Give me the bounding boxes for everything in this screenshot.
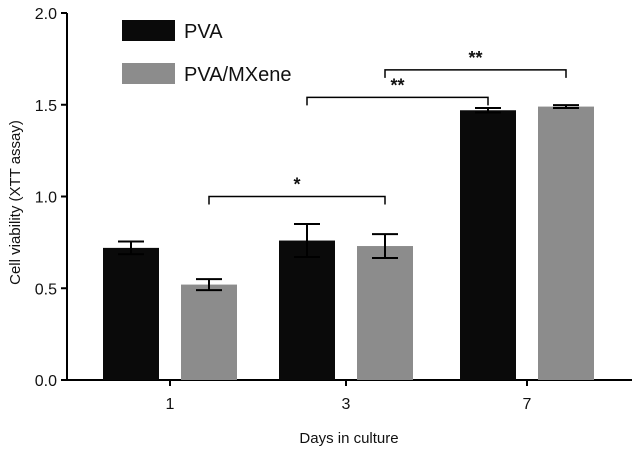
bar-pva-mxene	[181, 284, 237, 380]
bar-pva	[460, 110, 516, 380]
y-tick-label: 0.0	[35, 373, 57, 390]
bar-pva	[279, 240, 335, 380]
y-tick-label: 2.0	[35, 6, 57, 23]
y-tick-label: 1.0	[35, 190, 57, 207]
y-tick-label: 0.5	[35, 281, 57, 298]
x-tick-label: 7	[523, 396, 532, 413]
legend-label: PVA	[184, 21, 223, 43]
legend: PVA PVA/MXene	[122, 20, 291, 86]
x-tick-label: 1	[166, 396, 175, 413]
x-axis-title: Days in culture	[299, 430, 398, 447]
significance-bracket	[384, 69, 567, 78]
bars-group	[103, 106, 594, 381]
x-tick-label: 3	[342, 396, 351, 413]
significance-label: *	[293, 175, 300, 195]
error-bar	[475, 107, 501, 114]
significance-bracket	[306, 96, 489, 106]
error-bar	[553, 104, 579, 110]
error-bar	[372, 233, 398, 259]
significance-bracket	[208, 195, 386, 205]
significance-label: **	[468, 48, 482, 68]
error-bar	[294, 223, 320, 259]
legend-label: PVA/MXene	[184, 64, 291, 86]
bar-pva	[103, 247, 159, 380]
significance-label: **	[390, 75, 404, 95]
y-tick-label: 1.5	[35, 98, 57, 115]
bar-pva-mxene	[357, 246, 413, 380]
significance-brackets: *****	[208, 48, 567, 205]
error-bars-group	[118, 104, 579, 292]
legend-swatch	[122, 63, 175, 84]
legend-swatch	[122, 20, 175, 41]
error-bar	[196, 278, 222, 292]
y-axis-title: Cell viability (XTT assay)	[7, 120, 24, 285]
error-bar	[118, 240, 144, 256]
bar-pva-mxene	[538, 106, 594, 381]
axes: 0.0 0.5 1.0 1.5 2.0 1 3 7 Days in culture Cell vi…	[7, 6, 632, 447]
